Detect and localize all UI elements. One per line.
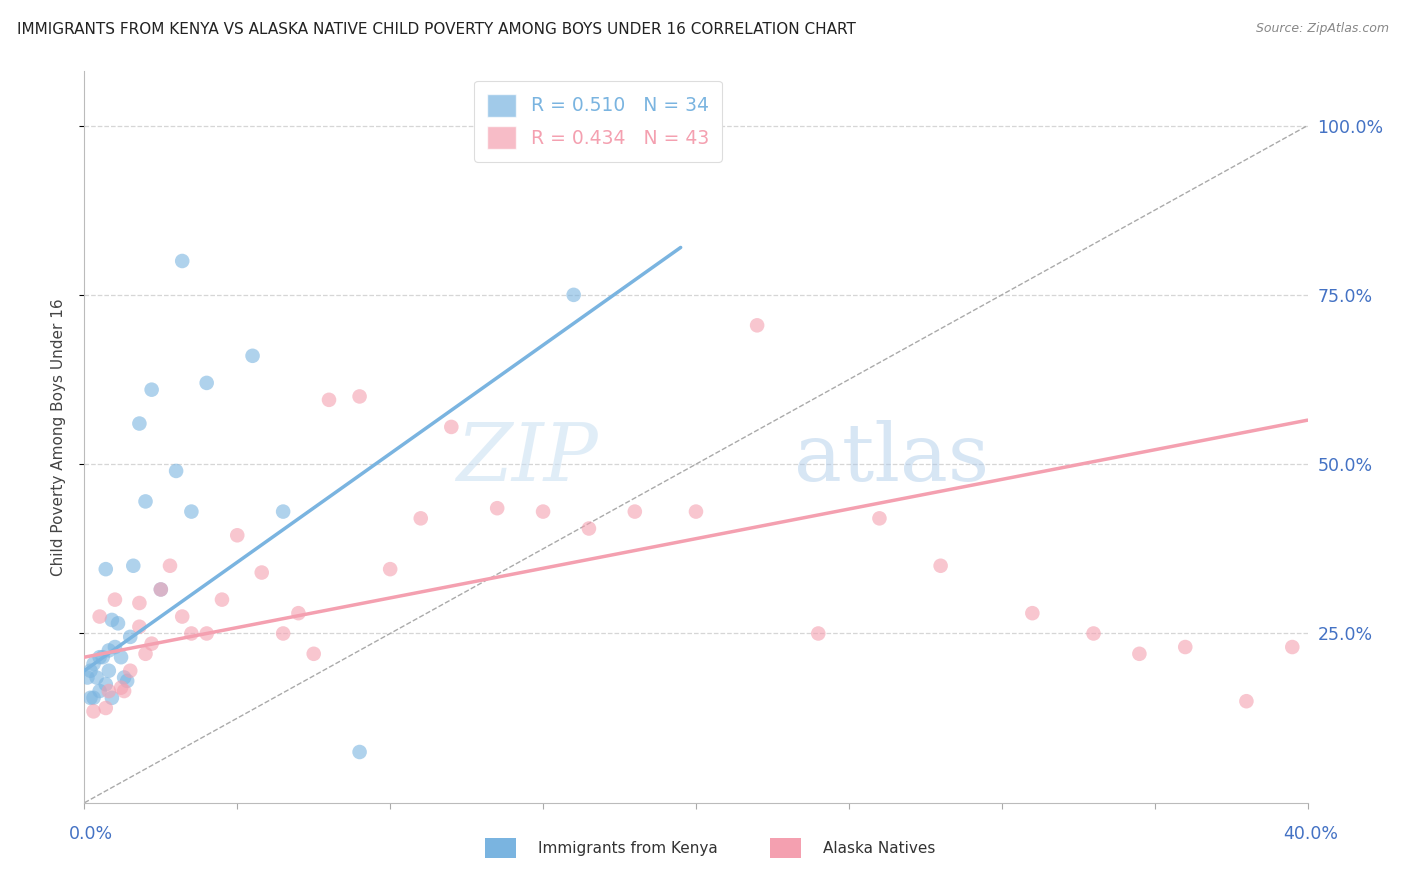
- Point: [83, 705, 105, 719]
- Point: [141, 383, 163, 397]
- Point: [869, 511, 891, 525]
- Point: [531, 505, 554, 519]
- Point: [211, 592, 233, 607]
- Point: [97, 643, 120, 657]
- Point: [195, 626, 218, 640]
- Y-axis label: Child Poverty Among Boys Under 16: Child Poverty Among Boys Under 16: [51, 298, 66, 576]
- Point: [128, 596, 150, 610]
- Point: [110, 650, 132, 665]
- Text: Alaska Natives: Alaska Natives: [823, 841, 935, 855]
- Point: [86, 671, 108, 685]
- Point: [97, 684, 120, 698]
- Point: [83, 657, 105, 671]
- Point: [104, 640, 127, 654]
- Point: [747, 318, 769, 333]
- Point: [1281, 640, 1303, 654]
- Point: [302, 647, 325, 661]
- Point: [1236, 694, 1258, 708]
- Legend: R = 0.510   N = 34, R = 0.434   N = 43: R = 0.510 N = 34, R = 0.434 N = 43: [474, 81, 721, 162]
- Point: [91, 650, 114, 665]
- Text: 40.0%: 40.0%: [1282, 825, 1339, 843]
- Point: [79, 690, 101, 705]
- Point: [250, 566, 273, 580]
- Text: ZIP: ZIP: [457, 420, 598, 498]
- Point: [149, 582, 172, 597]
- Point: [101, 690, 124, 705]
- Point: [1128, 647, 1150, 661]
- Point: [349, 389, 371, 403]
- Point: [242, 349, 264, 363]
- Point: [135, 647, 157, 661]
- Point: [128, 417, 150, 431]
- Point: [1083, 626, 1105, 640]
- Point: [287, 606, 309, 620]
- Point: [128, 620, 150, 634]
- Point: [83, 690, 105, 705]
- Point: [562, 288, 585, 302]
- Point: [271, 505, 294, 519]
- Point: [409, 511, 432, 525]
- Point: [141, 637, 163, 651]
- Point: [104, 592, 127, 607]
- Point: [120, 630, 142, 644]
- Point: [89, 684, 111, 698]
- Point: [195, 376, 218, 390]
- Point: [107, 616, 129, 631]
- Text: IMMIGRANTS FROM KENYA VS ALASKA NATIVE CHILD POVERTY AMONG BOYS UNDER 16 CORRELA: IMMIGRANTS FROM KENYA VS ALASKA NATIVE C…: [17, 22, 856, 37]
- Point: [115, 673, 138, 688]
- Point: [271, 626, 294, 640]
- Point: [97, 664, 120, 678]
- Point: [440, 420, 463, 434]
- Point: [318, 392, 340, 407]
- Point: [578, 521, 600, 535]
- Point: [112, 671, 135, 685]
- Point: [1174, 640, 1197, 654]
- Point: [76, 671, 98, 685]
- Point: [180, 626, 202, 640]
- Point: [172, 609, 194, 624]
- Point: [929, 558, 952, 573]
- Point: [1021, 606, 1043, 620]
- Point: [89, 650, 111, 665]
- Point: [226, 528, 249, 542]
- Text: atlas: atlas: [794, 420, 988, 498]
- Point: [165, 464, 187, 478]
- Point: [349, 745, 371, 759]
- Point: [159, 558, 181, 573]
- Point: [94, 677, 117, 691]
- Point: [89, 609, 111, 624]
- Point: [807, 626, 830, 640]
- Point: [486, 501, 509, 516]
- Point: [624, 505, 647, 519]
- Point: [122, 558, 145, 573]
- Point: [94, 562, 117, 576]
- Point: [79, 664, 101, 678]
- Point: [112, 684, 135, 698]
- Text: 0.0%: 0.0%: [69, 825, 114, 843]
- Point: [135, 494, 157, 508]
- Text: Source: ZipAtlas.com: Source: ZipAtlas.com: [1256, 22, 1389, 36]
- Point: [110, 681, 132, 695]
- Point: [101, 613, 124, 627]
- Text: Immigrants from Kenya: Immigrants from Kenya: [538, 841, 718, 855]
- Point: [380, 562, 402, 576]
- Point: [149, 582, 172, 597]
- Point: [94, 701, 117, 715]
- Point: [120, 664, 142, 678]
- Point: [685, 505, 707, 519]
- Point: [180, 505, 202, 519]
- Point: [172, 254, 194, 268]
